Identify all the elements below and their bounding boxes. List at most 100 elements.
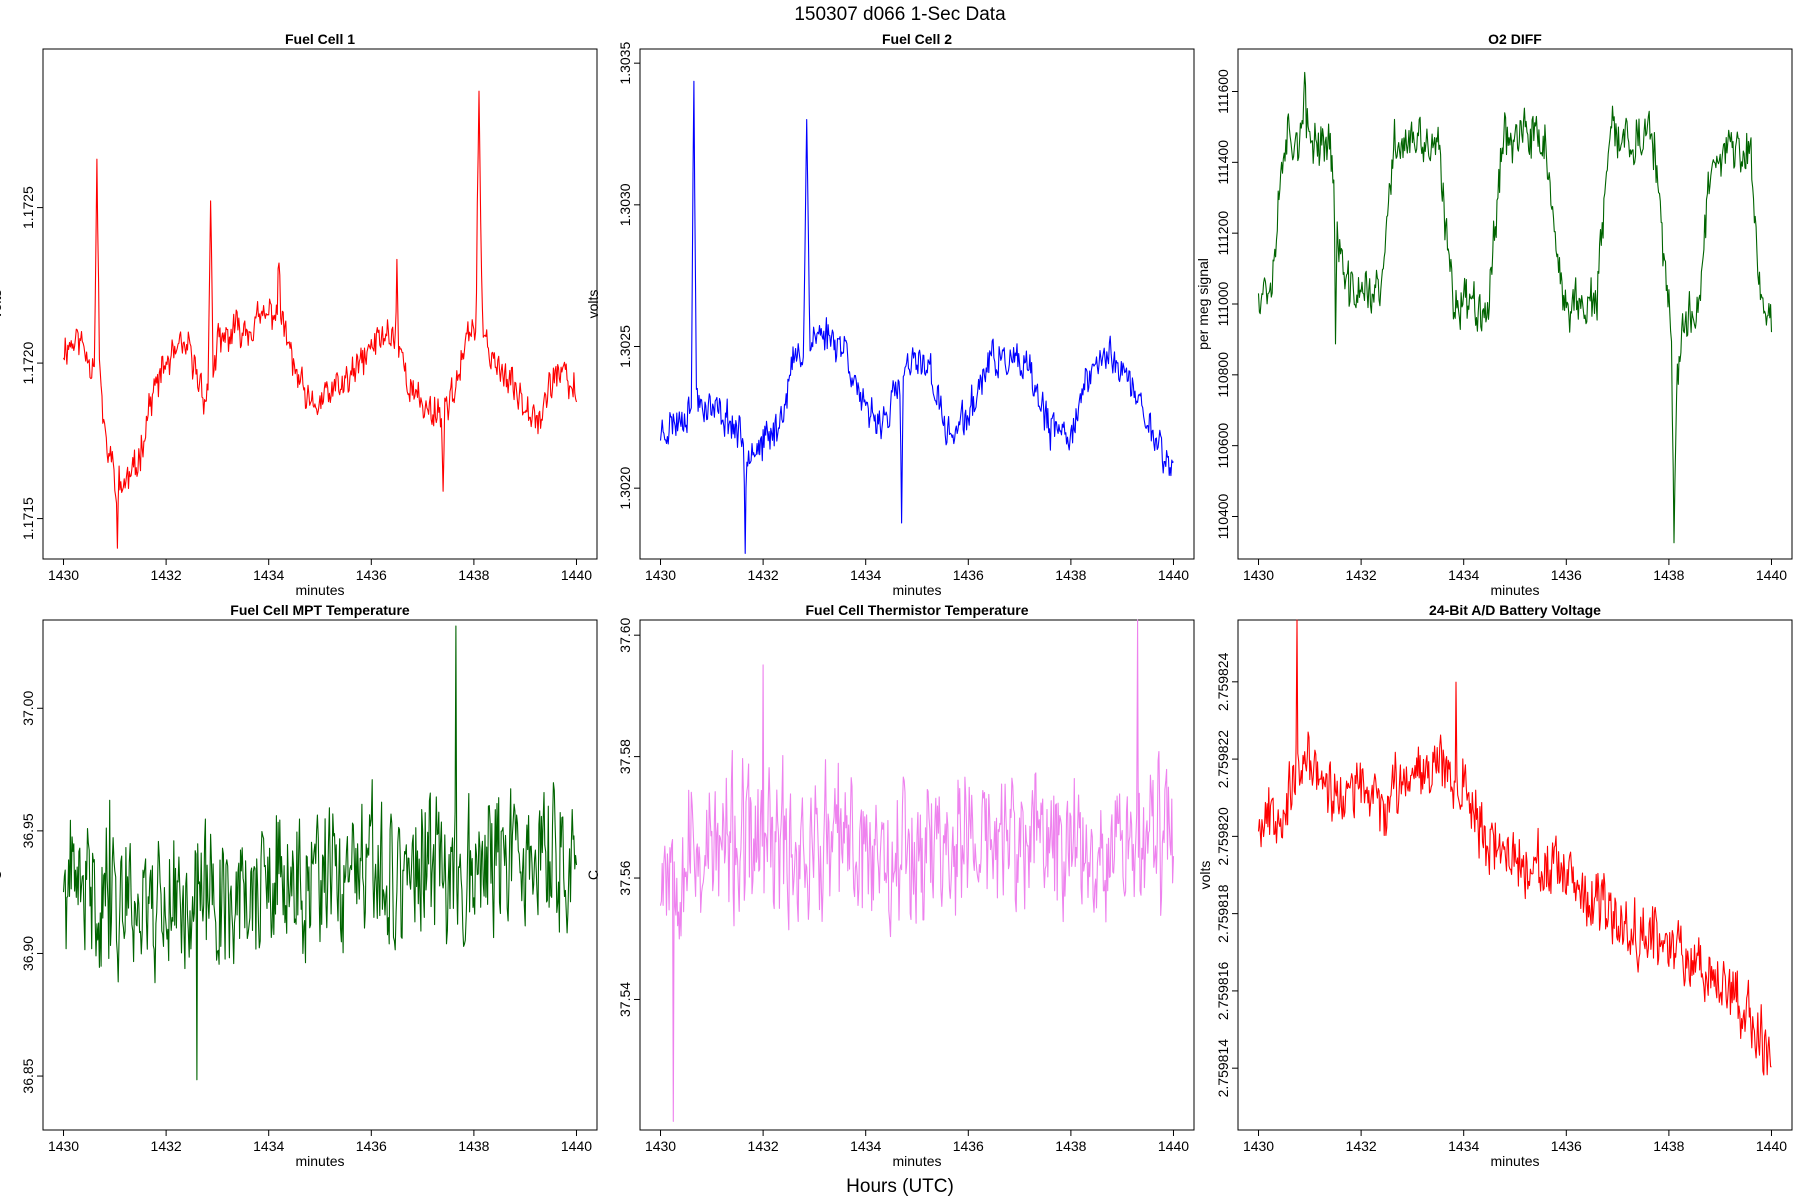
fuel-cell-thermistor-temperature-y-axis-label: C [585, 870, 601, 880]
fuel-cell-mpt-temperature-y-tick-label: 37.00 [20, 691, 36, 726]
fuel-cell-thermistor-temperature-x-tick-label: 1430 [645, 1138, 676, 1154]
fuel-cell-2-y-tick-label: 1.3030 [617, 183, 633, 226]
24-bit-a-d-battery-voltage-title: 24-Bit A/D Battery Voltage [1429, 602, 1601, 618]
fuel-cell-1-chart: Fuel Cell 1 1430 1432 1434 1436 1438 1440 minut… [0, 31, 598, 598]
24-bit-a-d-battery-voltage-x-tick-label: 1440 [1756, 1138, 1787, 1154]
fuel-cell-mpt-temperature-y-tick-label: 36.90 [20, 936, 36, 971]
fuel-cell-1-y-axis-label: volts [0, 290, 4, 319]
fuel-cell-2-x-tick-label: 1432 [748, 567, 779, 583]
fuel-cell-1-x-tick-label: 1436 [356, 567, 387, 583]
24-bit-a-d-battery-voltage-y-tick-label: 2.759822 [1215, 730, 1231, 789]
24-bit-a-d-battery-voltage-y-tick-label: 2.759816 [1215, 962, 1231, 1021]
fuel-cell-2-x-tick-label: 1434 [850, 567, 881, 583]
fuel-cell-thermistor-temperature-y-tick-label: 37.56 [617, 860, 633, 895]
fuel-cell-thermistor-temperature-x-tick-label: 1440 [1158, 1138, 1189, 1154]
fuel-cell-1-y-tick-label: 1.1715 [20, 497, 36, 540]
24-bit-a-d-battery-voltage-y-tick-label: 2.759814 [1215, 1039, 1231, 1098]
o2-diff-y-tick-label: 111600 [1215, 69, 1231, 114]
o2-diff-y-tick-label: 110800 [1215, 352, 1231, 398]
fuel-cell-2-y-tick-label: 1.3025 [617, 325, 633, 368]
24-bit-a-d-battery-voltage-x-tick-label: 1436 [1551, 1138, 1582, 1154]
fuel-cell-thermistor-temperature-x-tick-label: 1432 [748, 1138, 779, 1154]
fuel-cell-1-y-tick-label: 1.1725 [20, 186, 36, 229]
o2-diff-x-tick-label: 1436 [1551, 567, 1582, 583]
fuel-cell-thermistor-temperature-title: Fuel Cell Thermistor Temperature [805, 602, 1028, 618]
fuel-cell-thermistor-temperature-y-tick-label: 37.54 [617, 982, 633, 1017]
o2-diff-x-tick-label: 1438 [1653, 567, 1684, 583]
fuel-cell-2-y-axis-label: volts [585, 290, 601, 319]
o2-diff-y-tick-label: 111200 [1215, 211, 1231, 256]
fuel-cell-2-y-tick-label: 1.3035 [617, 42, 633, 85]
figure-title: 150307 d066 1-Sec Data [794, 4, 1006, 25]
fuel-cell-1-y-tick-label: 1.1720 [20, 341, 36, 384]
fuel-cell-1-x-tick-label: 1430 [48, 567, 79, 583]
24-bit-a-d-battery-voltage-x-tick-label: 1430 [1243, 1138, 1274, 1154]
o2-diff-chart: O2 DIFF 1430 1432 1434 1436 1438 1440 minutes 11… [1195, 31, 1793, 598]
fuel-cell-1-x-tick-label: 1440 [561, 567, 592, 583]
fuel-cell-2-x-tick-label: 1430 [645, 567, 676, 583]
o2-diff-y-tick-label: 111000 [1215, 281, 1231, 326]
fuel-cell-1-series-line [63, 90, 578, 549]
24-bit-a-d-battery-voltage-plot-frame [1237, 619, 1793, 1131]
fuel-cell-thermistor-temperature-plot-frame [639, 619, 1195, 1131]
fuel-cell-mpt-temperature-y-tick-label: 36.95 [20, 813, 36, 848]
fuel-cell-mpt-temperature-x-tick-label: 1434 [253, 1138, 284, 1154]
24-bit-a-d-battery-voltage-y-axis-label: volts [1197, 861, 1213, 890]
hours-utc-label: Hours (UTC) [846, 1176, 954, 1197]
o2-diff-x-tick-label: 1430 [1243, 567, 1274, 583]
o2-diff-x-tick-label: 1434 [1448, 567, 1479, 583]
fuel-cell-2-plot-frame [639, 48, 1195, 560]
fuel-cell-thermistor-temperature-x-tick-label: 1436 [953, 1138, 984, 1154]
fuel-cell-2-x-axis-label: minutes [892, 582, 941, 598]
o2-diff-y-tick-label: 110400 [1215, 493, 1231, 539]
24-bit-a-d-battery-voltage-y-tick-label: 2.759818 [1215, 884, 1231, 943]
fuel-cell-thermistor-temperature-x-axis-label: minutes [892, 1153, 941, 1169]
24-bit-a-d-battery-voltage-x-tick-label: 1434 [1448, 1138, 1479, 1154]
fuel-cell-mpt-temperature-title: Fuel Cell MPT Temperature [230, 602, 410, 618]
o2-diff-x-tick-label: 1432 [1346, 567, 1377, 583]
o2-diff-y-tick-label: 111400 [1215, 140, 1231, 185]
o2-diff-series-line [1257, 71, 1773, 544]
o2-diff-x-axis-label: minutes [1490, 582, 1539, 598]
24-bit-a-d-battery-voltage-series-line [1257, 619, 1772, 1076]
24-bit-a-d-battery-voltage-x-tick-label: 1432 [1346, 1138, 1377, 1154]
fuel-cell-mpt-temperature-y-axis-label: C [0, 870, 4, 880]
fuel-cell-1-x-axis-label: minutes [295, 582, 344, 598]
fuel-cell-mpt-temperature-chart: Fuel Cell MPT Temperature 1430 1432 1434 143… [0, 602, 598, 1169]
24-bit-a-d-battery-voltage-y-tick-label: 2.759824 [1215, 652, 1231, 711]
fuel-cell-2-series-line [659, 80, 1174, 554]
o2-diff-x-tick-label: 1440 [1756, 567, 1787, 583]
fuel-cell-thermistor-temperature-series-line [659, 619, 1175, 1122]
fuel-cell-1-x-tick-label: 1434 [253, 567, 284, 583]
fuel-cell-1-title: Fuel Cell 1 [285, 31, 355, 47]
fuel-cell-1-plot-frame [42, 48, 598, 560]
fuel-cell-thermistor-temperature-chart: Fuel Cell Thermistor Temperature 1430 1432… [585, 602, 1195, 1169]
fuel-cell-2-chart: Fuel Cell 2 1430 1432 1434 1436 1438 1440 minut… [585, 31, 1195, 598]
fuel-cell-mpt-temperature-x-tick-label: 1436 [356, 1138, 387, 1154]
fuel-cell-mpt-temperature-x-axis-label: minutes [295, 1153, 344, 1169]
fuel-cell-thermistor-temperature-y-tick-label: 37.60 [617, 617, 633, 652]
fuel-cell-1-x-tick-label: 1432 [151, 567, 182, 583]
fuel-cell-thermistor-temperature-x-tick-label: 1434 [850, 1138, 881, 1154]
fuel-cell-thermistor-temperature-y-tick-label: 37.58 [617, 739, 633, 774]
o2-diff-y-tick-label: 110600 [1215, 423, 1231, 469]
fuel-cell-2-x-tick-label: 1440 [1158, 567, 1189, 583]
fuel-cell-2-y-tick-label: 1.3020 [617, 467, 633, 510]
24-bit-a-d-battery-voltage-x-axis-label: minutes [1490, 1153, 1539, 1169]
fuel-cell-2-x-tick-label: 1438 [1055, 567, 1086, 583]
fuel-cell-mpt-temperature-plot-frame [42, 619, 598, 1131]
24-bit-a-d-battery-voltage-y-tick-label: 2.759820 [1215, 807, 1231, 866]
fuel-cell-thermistor-temperature-x-tick-label: 1438 [1055, 1138, 1086, 1154]
o2-diff-title: O2 DIFF [1488, 31, 1542, 47]
fuel-cell-2-title: Fuel Cell 2 [882, 31, 952, 47]
24-bit-a-d-battery-voltage-x-tick-label: 1438 [1653, 1138, 1684, 1154]
fuel-cell-mpt-temperature-x-tick-label: 1430 [48, 1138, 79, 1154]
fuel-cell-mpt-temperature-x-tick-label: 1432 [151, 1138, 182, 1154]
fuel-cell-mpt-temperature-series-line [62, 625, 578, 1081]
fuel-cell-mpt-temperature-x-tick-label: 1438 [458, 1138, 489, 1154]
battery-voltage-chart: 24-Bit A/D Battery Voltage 1430 1432 1434 14… [1197, 602, 1793, 1169]
fuel-cell-2-x-tick-label: 1436 [953, 567, 984, 583]
fuel-cell-1-x-tick-label: 1438 [458, 567, 489, 583]
